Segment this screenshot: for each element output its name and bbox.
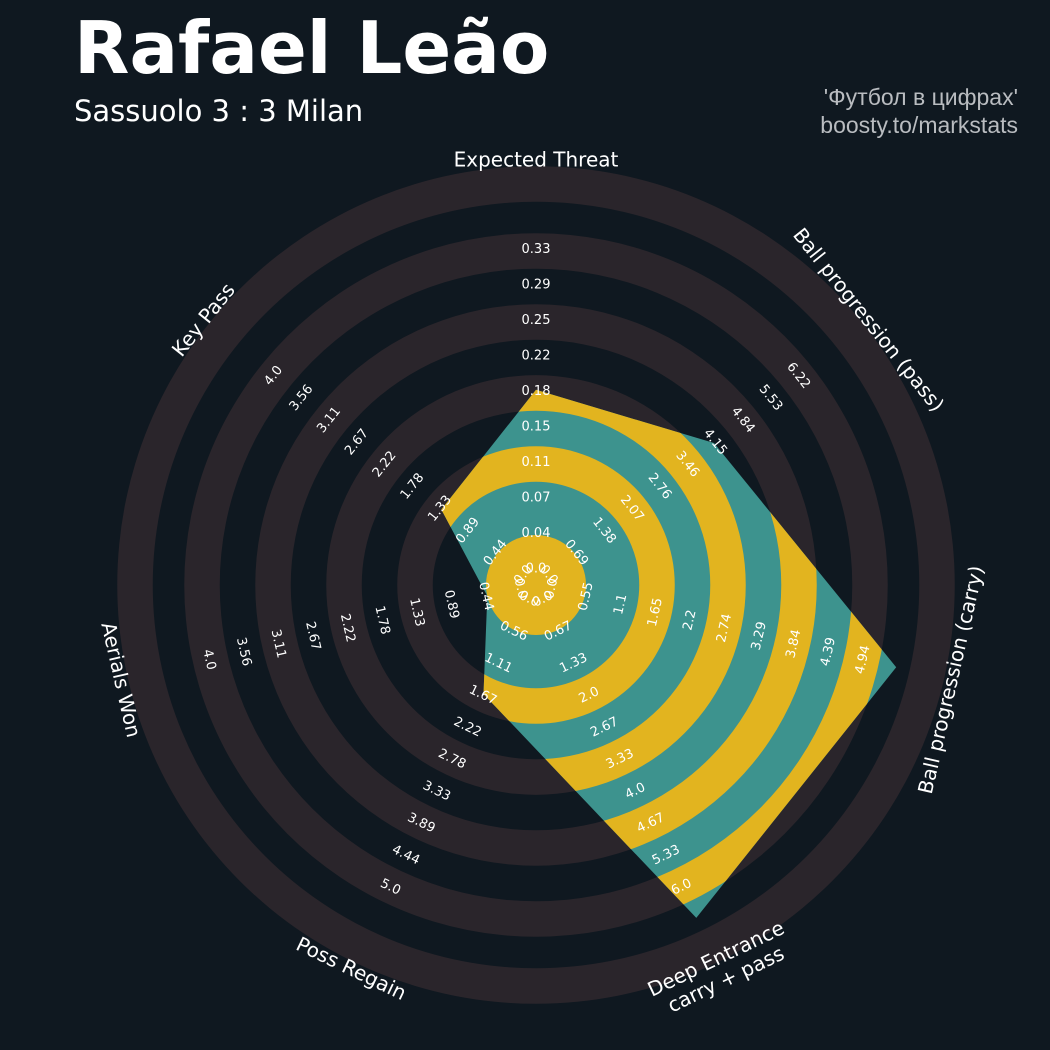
- tick-label: 0.07: [522, 491, 551, 506]
- tick-label: 5.53: [756, 382, 786, 414]
- tick-label: 2.22: [337, 612, 358, 644]
- tick-label: 3.84: [783, 628, 804, 660]
- tick-label: 0.33: [522, 242, 551, 257]
- tick-label: 1.65: [645, 597, 666, 629]
- tick-label: 0.44: [475, 581, 496, 613]
- tick-label: 2.2: [680, 608, 699, 632]
- tick-label: 4.44: [390, 842, 423, 868]
- tick-label: 0.0: [526, 562, 547, 577]
- tick-label: 1.78: [371, 604, 392, 636]
- radar-data-polygon: [441, 389, 897, 918]
- tick-label: 0.18: [522, 384, 551, 399]
- credit-url: boosty.to/markstats: [820, 112, 1018, 138]
- polygon-stripes: [441, 389, 888, 918]
- polygon-stripe-center: [486, 535, 586, 635]
- tick-label: 1.33: [406, 597, 427, 629]
- tick-label: 0.0: [511, 577, 530, 601]
- tick-label: 0.04: [522, 526, 551, 541]
- tick-label: 2.22: [451, 714, 484, 740]
- tick-label: 2.67: [302, 620, 323, 652]
- tick-label: 3.56: [287, 382, 317, 414]
- tick-label: 0.89: [441, 589, 462, 621]
- player-name-title: Rafael Leão: [74, 6, 550, 90]
- credit-source: 'Футбол в цифрах': [823, 84, 1018, 110]
- match-subtitle: Sassuolo 3 : 3 Milan: [74, 94, 364, 128]
- tick-label: 0.25: [522, 313, 551, 328]
- axis-label: Expected Threat: [454, 148, 619, 172]
- tick-label: 0.0: [542, 577, 561, 601]
- tick-label: 2.74: [714, 612, 735, 644]
- tick-label: 2.67: [342, 426, 372, 458]
- tick-label: 3.11: [268, 628, 289, 660]
- tick-label: 0.29: [522, 278, 551, 293]
- tick-label: 0.22: [522, 349, 551, 364]
- tick-label: 0.11: [522, 455, 551, 470]
- axis-label-line: Expected Threat: [454, 148, 619, 172]
- tick-label: 4.39: [818, 636, 839, 668]
- tick-label: 3.29: [749, 620, 770, 652]
- tick-label: 4.94: [853, 644, 874, 676]
- tick-label: 1.1: [611, 593, 630, 617]
- tick-label: 0.15: [522, 420, 551, 435]
- tick-label: 0.55: [576, 581, 597, 613]
- tick-label: 1.78: [398, 471, 428, 503]
- tick-label: 3.56: [233, 636, 254, 668]
- tick-label: 4.0: [199, 648, 218, 672]
- tick-label: 3.33: [420, 778, 453, 804]
